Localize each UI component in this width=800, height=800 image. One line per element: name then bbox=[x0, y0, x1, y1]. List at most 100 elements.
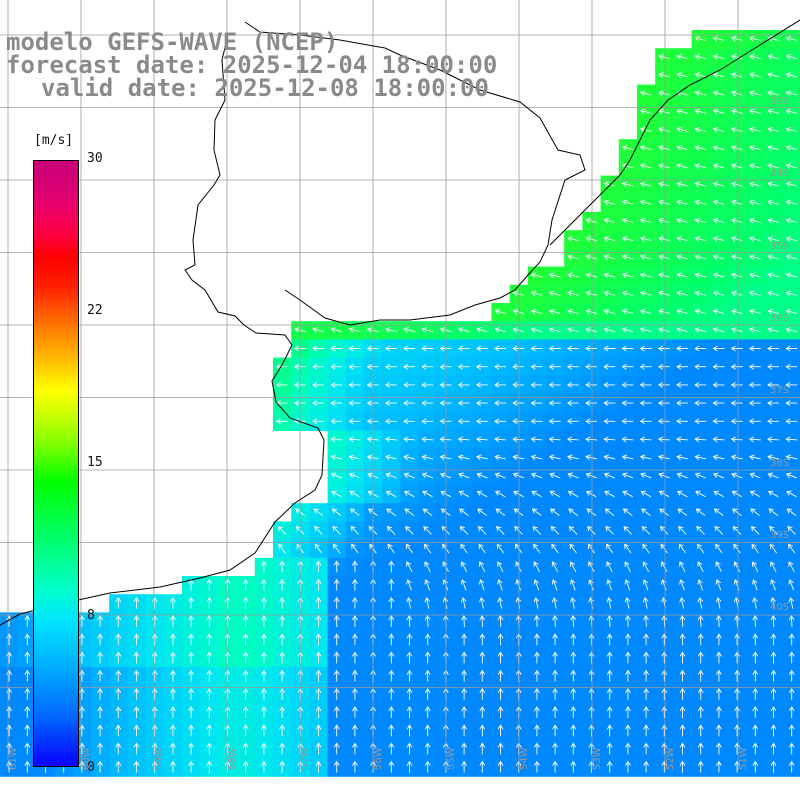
wind-arrow bbox=[716, 633, 722, 646]
wind-arrow bbox=[567, 327, 579, 333]
wind-arrow bbox=[312, 418, 324, 425]
wind-arrow bbox=[694, 272, 707, 279]
wind-arrow bbox=[770, 651, 777, 664]
wind-arrow bbox=[712, 272, 725, 279]
wind-arrow bbox=[734, 615, 740, 628]
wind-arrow bbox=[676, 272, 688, 279]
wind-arrow bbox=[170, 669, 176, 682]
wind-arrow bbox=[406, 597, 412, 609]
wind-arrow bbox=[170, 760, 176, 773]
wind-arrow bbox=[585, 345, 597, 352]
wind-arrow bbox=[242, 706, 249, 718]
wind-arrow bbox=[694, 108, 707, 115]
wind-arrow bbox=[679, 615, 686, 628]
wind-arrow bbox=[661, 633, 668, 646]
wind-arrow bbox=[694, 400, 707, 406]
wind-arrow bbox=[352, 706, 358, 718]
wind-arrow bbox=[639, 217, 652, 224]
wind-arrow bbox=[403, 327, 415, 333]
wind-arrow bbox=[661, 615, 668, 628]
wind-arrow bbox=[677, 508, 688, 516]
wind-arrow bbox=[734, 633, 740, 646]
wind-arrow bbox=[678, 543, 687, 554]
lat-label: 38S bbox=[770, 458, 790, 469]
wind-arrow bbox=[170, 742, 176, 755]
wind-arrow bbox=[603, 290, 616, 297]
wind-arrow bbox=[697, 669, 704, 682]
wind-arrow bbox=[388, 760, 395, 773]
wind-arrow bbox=[312, 363, 324, 370]
wind-arrow bbox=[767, 272, 779, 279]
wind-arrow bbox=[115, 615, 122, 627]
wind-arrow bbox=[424, 742, 431, 755]
wind-arrow bbox=[475, 436, 488, 443]
wind-arrow bbox=[767, 363, 779, 370]
wind-arrow bbox=[422, 490, 433, 498]
wind-arrow bbox=[658, 327, 670, 333]
wind-arrow bbox=[388, 724, 395, 737]
wind-arrow bbox=[694, 236, 707, 242]
wind-arrow bbox=[97, 742, 103, 755]
wind-arrow bbox=[349, 490, 360, 498]
lat-label: 40S bbox=[770, 602, 790, 613]
wind-arrow bbox=[24, 742, 31, 755]
wind-arrow bbox=[333, 543, 341, 554]
wind-arrow bbox=[658, 290, 670, 297]
wind-arrow bbox=[621, 145, 634, 151]
wind-arrow bbox=[606, 615, 613, 628]
wind-arrow bbox=[621, 327, 634, 333]
wind-arrow bbox=[767, 35, 779, 42]
lat-label: 34S bbox=[770, 168, 790, 179]
wind-arrow bbox=[97, 669, 103, 682]
wind-arrow bbox=[658, 72, 670, 78]
wind-arrow bbox=[494, 418, 506, 425]
wind-arrow bbox=[279, 687, 285, 700]
wind-arrow bbox=[530, 327, 543, 333]
wind-arrow bbox=[585, 454, 597, 461]
wind-arrow bbox=[494, 308, 506, 315]
wind-arrow bbox=[97, 706, 103, 718]
wind-arrow bbox=[750, 508, 760, 516]
wind-arrow bbox=[424, 543, 432, 554]
wind-arrow bbox=[475, 382, 488, 388]
wind-arrow bbox=[496, 543, 505, 554]
wind-arrow bbox=[330, 327, 343, 333]
wind-arrow bbox=[679, 706, 686, 718]
wind-arrow bbox=[770, 706, 777, 718]
wind-arrow bbox=[552, 669, 558, 682]
colorbar bbox=[33, 160, 79, 767]
wind-arrow bbox=[566, 382, 579, 388]
wind-arrow bbox=[643, 706, 649, 718]
wind-arrow bbox=[97, 615, 103, 627]
wind-arrow bbox=[279, 724, 285, 737]
wind-arrow bbox=[24, 669, 31, 682]
wind-arrow bbox=[788, 579, 795, 591]
wind-arrow bbox=[639, 308, 652, 315]
wind-arrow bbox=[749, 181, 761, 188]
wind-arrow bbox=[752, 742, 759, 755]
wind-arrow bbox=[567, 254, 579, 260]
wind-arrow bbox=[585, 217, 597, 224]
wind-arrow bbox=[639, 418, 652, 425]
wind-arrow bbox=[788, 615, 795, 628]
wind-arrow bbox=[679, 651, 686, 664]
wind-arrow bbox=[676, 236, 688, 242]
wind-arrow bbox=[657, 382, 670, 388]
wind-arrow bbox=[133, 651, 140, 664]
wind-arrow bbox=[641, 508, 651, 516]
wind-arrow bbox=[457, 345, 470, 352]
wind-arrow bbox=[424, 724, 431, 737]
wind-arrow bbox=[658, 490, 670, 498]
wind-arrow bbox=[767, 217, 779, 224]
wind-arrow bbox=[551, 561, 559, 573]
wind-arrow bbox=[385, 327, 397, 333]
wind-arrow bbox=[170, 615, 176, 627]
wind-arrow bbox=[548, 454, 561, 461]
wind-arrow bbox=[460, 597, 467, 609]
wind-arrow bbox=[24, 633, 31, 646]
wind-arrow bbox=[421, 436, 434, 443]
wind-arrow bbox=[386, 525, 396, 535]
wind-arrow bbox=[384, 345, 397, 352]
wind-arrow bbox=[312, 327, 324, 333]
wind-arrow bbox=[534, 760, 540, 773]
